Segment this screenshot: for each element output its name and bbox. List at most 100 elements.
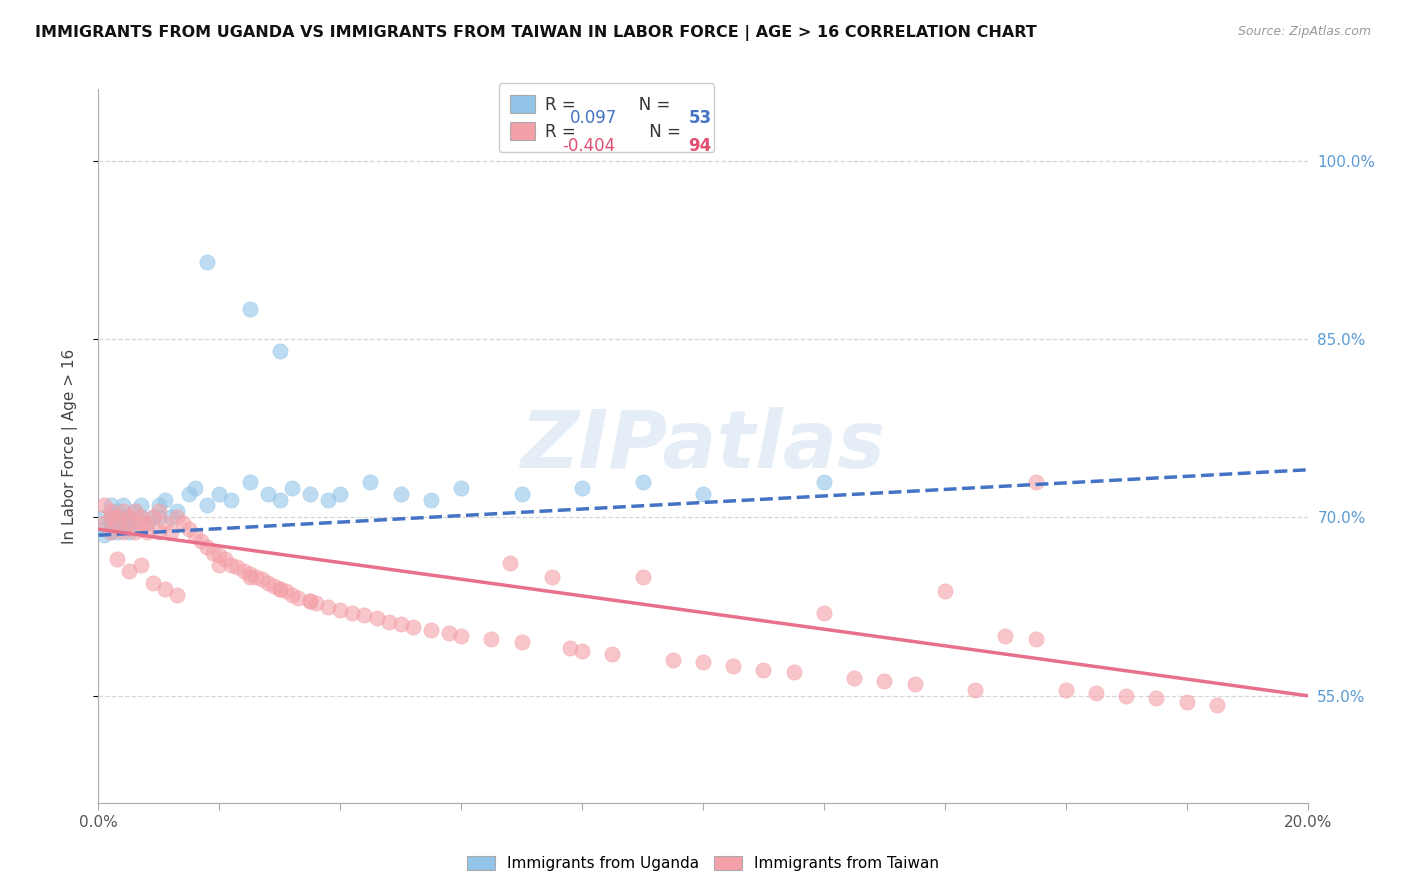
Legend: R =            N =    , R =              N =    : R = N = , R = N =: [499, 83, 714, 153]
Text: 53: 53: [689, 109, 711, 128]
Point: [281, 588, 304, 602]
Point: [844, 671, 866, 685]
Point: [1144, 691, 1167, 706]
Text: ZIPatlas: ZIPatlas: [520, 407, 886, 485]
Point: [166, 588, 188, 602]
Point: [342, 606, 364, 620]
Point: [135, 516, 157, 531]
Text: -0.404: -0.404: [562, 137, 616, 155]
Point: [184, 481, 207, 495]
Point: [221, 492, 243, 507]
Point: [93, 528, 115, 542]
Point: [299, 486, 322, 500]
Point: [124, 504, 146, 518]
Point: [100, 516, 122, 531]
Point: [105, 516, 128, 531]
Point: [305, 596, 328, 610]
Point: [135, 524, 157, 539]
Point: [481, 632, 503, 646]
Point: [450, 629, 472, 643]
Point: [783, 665, 806, 679]
Point: [269, 582, 291, 596]
Point: [153, 516, 176, 531]
Point: [250, 572, 273, 586]
Point: [813, 475, 835, 489]
Point: [420, 624, 443, 638]
Point: [129, 516, 152, 531]
Point: [353, 607, 375, 622]
Point: [105, 510, 128, 524]
Point: [239, 570, 262, 584]
Point: [93, 516, 115, 531]
Point: [269, 492, 291, 507]
Point: [93, 510, 115, 524]
Point: [105, 552, 128, 566]
Point: [692, 656, 714, 670]
Point: [129, 510, 152, 524]
Text: IMMIGRANTS FROM UGANDA VS IMMIGRANTS FROM TAIWAN IN LABOR FORCE | AGE > 16 CORRE: IMMIGRANTS FROM UGANDA VS IMMIGRANTS FRO…: [35, 25, 1036, 41]
Point: [142, 510, 165, 524]
Point: [118, 516, 141, 531]
Text: 0.097: 0.097: [569, 109, 617, 128]
Point: [934, 584, 956, 599]
Point: [129, 499, 152, 513]
Point: [172, 516, 194, 531]
Point: [208, 558, 231, 572]
Point: [100, 499, 122, 513]
Point: [190, 534, 212, 549]
Point: [1024, 475, 1046, 489]
Point: [111, 499, 134, 513]
Point: [208, 486, 231, 500]
Point: [148, 504, 170, 518]
Point: [389, 617, 412, 632]
Point: [813, 606, 835, 620]
Point: [239, 475, 262, 489]
Point: [105, 504, 128, 518]
Point: [752, 663, 775, 677]
Point: [245, 570, 267, 584]
Point: [111, 516, 134, 531]
Point: [148, 524, 170, 539]
Point: [402, 620, 425, 634]
Point: [661, 653, 683, 667]
Point: [93, 499, 115, 513]
Point: [124, 524, 146, 539]
Point: [510, 486, 533, 500]
Point: [571, 643, 593, 657]
Point: [184, 528, 207, 542]
Point: [269, 343, 291, 358]
Point: [166, 504, 188, 518]
Point: [179, 522, 201, 536]
Point: [208, 549, 231, 563]
Text: 94: 94: [689, 137, 711, 155]
Point: [105, 516, 128, 531]
Point: [256, 486, 278, 500]
Point: [965, 682, 987, 697]
Point: [100, 510, 122, 524]
Point: [118, 510, 141, 524]
Point: [631, 570, 654, 584]
Point: [239, 302, 262, 317]
Point: [540, 570, 562, 584]
Point: [232, 564, 254, 578]
Point: [135, 516, 157, 531]
Point: [124, 504, 146, 518]
Point: [105, 510, 128, 524]
Point: [111, 524, 134, 539]
Point: [329, 603, 352, 617]
Point: [105, 524, 128, 539]
Point: [226, 560, 249, 574]
Point: [602, 647, 624, 661]
Point: [437, 625, 460, 640]
Point: [281, 481, 304, 495]
Point: [202, 546, 225, 560]
Point: [263, 579, 285, 593]
Point: [904, 677, 927, 691]
Text: Source: ZipAtlas.com: Source: ZipAtlas.com: [1237, 25, 1371, 38]
Point: [316, 599, 339, 614]
Point: [118, 510, 141, 524]
Point: [100, 516, 122, 531]
Point: [124, 516, 146, 531]
Point: [160, 510, 183, 524]
Point: [1024, 632, 1046, 646]
